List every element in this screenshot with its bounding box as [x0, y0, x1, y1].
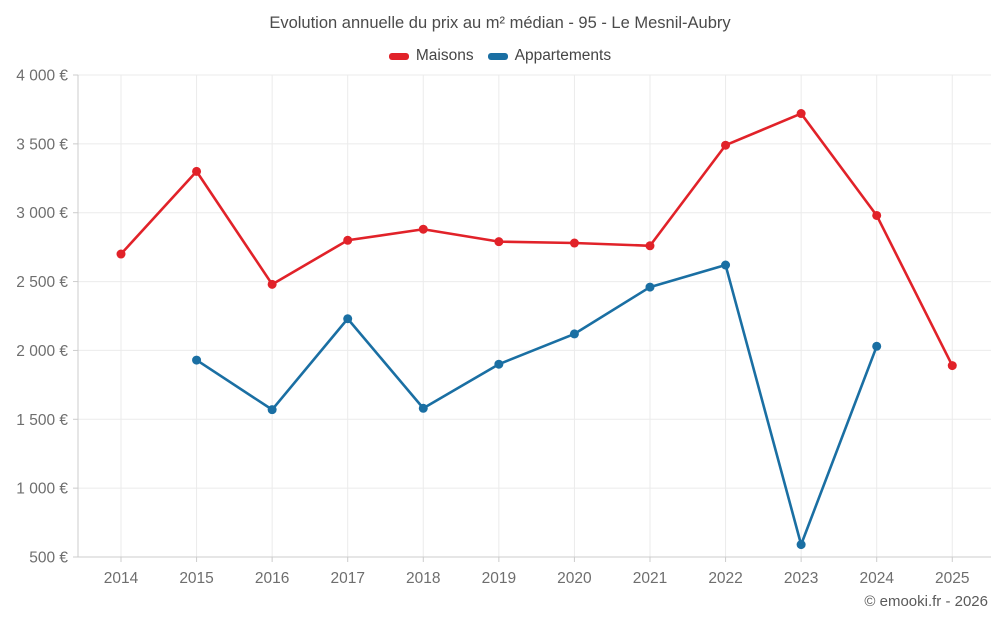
chart-title: Evolution annuelle du prix au m² médian … [269, 14, 731, 32]
x-tick-label: 2021 [633, 570, 667, 587]
x-tick-label: 2019 [482, 570, 516, 587]
legend-item-appartements[interactable]: Appartements [487, 47, 612, 65]
data-point[interactable] [494, 237, 504, 247]
data-point[interactable] [796, 540, 806, 550]
data-point[interactable] [343, 314, 353, 324]
x-tick-label: 2016 [255, 570, 289, 587]
y-tick-label: 3 500 € [16, 136, 68, 153]
x-tick-label: 2015 [179, 570, 213, 587]
data-point[interactable] [796, 109, 806, 119]
legend-label-appartements: Appartements [514, 47, 612, 64]
y-tick-label: 1 500 € [16, 412, 68, 429]
data-point[interactable] [872, 210, 882, 220]
data-point[interactable] [947, 361, 957, 371]
x-tick-label: 2025 [935, 570, 969, 587]
data-point[interactable] [267, 405, 277, 415]
y-tick-label: 2 000 € [16, 343, 68, 360]
data-point[interactable] [418, 403, 428, 413]
data-point[interactable] [645, 241, 655, 251]
chart-legend: Maisons Appartements [0, 47, 1000, 65]
x-tick-label: 2014 [104, 570, 139, 587]
data-point[interactable] [343, 235, 353, 245]
x-tick-label: 2024 [859, 570, 894, 587]
x-tick-label: 2018 [406, 570, 440, 587]
data-point[interactable] [569, 238, 579, 248]
copyright-note: © emooki.fr - 2026 [864, 593, 988, 610]
legend-item-maisons[interactable]: Maisons [388, 47, 474, 65]
legend-label-maisons: Maisons [415, 47, 474, 64]
x-tick-label: 2022 [708, 570, 742, 587]
y-tick-label: 2 500 € [16, 274, 68, 291]
data-point[interactable] [116, 249, 126, 259]
y-tick-label: 500 € [29, 550, 68, 567]
y-tick-label: 4 000 € [16, 68, 68, 85]
data-point[interactable] [645, 282, 655, 292]
data-point[interactable] [418, 224, 428, 234]
data-point[interactable] [569, 329, 579, 339]
data-point[interactable] [494, 359, 504, 369]
data-point[interactable] [721, 140, 731, 150]
x-tick-label: 2023 [784, 570, 818, 587]
x-tick-label: 2017 [330, 570, 364, 587]
x-tick-label: 2020 [557, 570, 592, 587]
appartements-series-swatch [487, 52, 508, 60]
maisons-series-swatch [388, 52, 409, 60]
data-point[interactable] [872, 341, 882, 351]
data-point[interactable] [721, 260, 731, 270]
y-tick-label: 3 000 € [16, 205, 68, 222]
data-point[interactable] [267, 279, 277, 289]
data-point[interactable] [192, 166, 202, 176]
data-point[interactable] [192, 355, 202, 365]
y-tick-label: 1 000 € [16, 481, 68, 498]
